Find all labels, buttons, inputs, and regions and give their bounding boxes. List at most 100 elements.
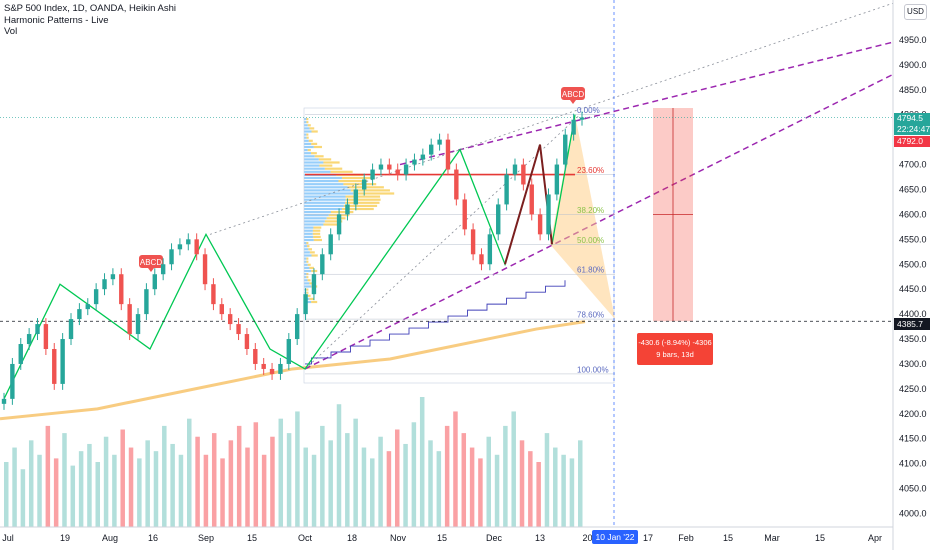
volume-bar [353, 418, 358, 527]
volume-bar [561, 454, 566, 527]
profile-bar-alt [304, 207, 343, 211]
profile-bar [306, 121, 309, 124]
profile-bar-alt [304, 136, 307, 139]
indicator-harmonic[interactable]: Harmonic Patterns - Live [4, 14, 109, 26]
profile-bar [306, 260, 309, 263]
bar-countdown: 22:24:47 [897, 124, 931, 134]
candle-body [470, 229, 476, 255]
symbol-title[interactable]: S&P 500 Index, 1D, OANDA, Heikin Ashi [4, 3, 176, 14]
candle-body [26, 334, 32, 345]
profile-bar-alt [304, 263, 308, 266]
volume-bar [428, 440, 433, 527]
profile-bar [311, 254, 318, 257]
y-tick-label: 4000.0 [899, 509, 927, 519]
x-tick-label: 19 [60, 533, 70, 543]
candle-body [370, 169, 375, 180]
crosshair-date-label: 10 Jan '22 [592, 530, 638, 544]
profile-bar-alt [304, 192, 354, 195]
profile-bar [306, 133, 309, 136]
volume-bar [137, 458, 142, 527]
profile-bar [312, 229, 321, 232]
volume-bar [112, 454, 117, 527]
fib-label: 23.60% [577, 166, 604, 175]
candle-body [93, 289, 99, 305]
pattern-tag-bg [139, 255, 163, 268]
price-axis: 4000.0 4050.0 4100.0 4150.0 4200.0 4250.0 4300… [892, 0, 932, 550]
profile-bar [319, 164, 333, 167]
candle-body [10, 363, 15, 399]
profile-bar-alt [304, 232, 313, 235]
y-tick-label: 4100.0 [899, 459, 927, 469]
currency-button[interactable]: USD [904, 4, 927, 20]
candle-body [1, 398, 7, 404]
profile-bar-alt [304, 186, 348, 189]
volume-bar [361, 447, 367, 527]
indicator-volume[interactable]: Vol [4, 26, 18, 37]
candle-body [127, 304, 132, 335]
x-tick-label: Sep [198, 533, 214, 543]
profile-bar-alt [304, 164, 320, 167]
volume-bar [403, 443, 408, 527]
candle-body [169, 249, 174, 265]
volume-bar [444, 425, 450, 527]
candle-body [60, 339, 65, 384]
volume-bar [394, 429, 400, 527]
candle-body [278, 363, 283, 374]
y-tick-label: 4250.0 [899, 384, 927, 394]
profile-bar [308, 139, 313, 142]
x-tick-label: 15 [437, 533, 447, 543]
profile-bar-alt [304, 226, 314, 229]
candle-body [378, 164, 384, 170]
profile-bar [330, 211, 354, 214]
candle-body [345, 204, 350, 215]
volume-bar [286, 433, 292, 527]
profile-bar-alt [304, 285, 312, 288]
candle-body [253, 349, 258, 364]
y-tick-label: 4150.0 [899, 434, 927, 444]
x-tick-label: 17 [643, 533, 653, 543]
profile-bar-alt [304, 204, 344, 207]
candle-body [546, 194, 551, 235]
pattern-tag: ABCD [562, 90, 584, 99]
volume-bar [37, 454, 42, 527]
profile-bar-alt [304, 198, 346, 201]
profile-bar [338, 180, 368, 183]
profile-bar-alt [304, 266, 310, 269]
y-tick-label: 4050.0 [899, 484, 927, 494]
profile-bar [324, 220, 343, 223]
candle-body [286, 339, 292, 364]
profile-bar-alt [304, 254, 312, 257]
measure-change: -430.6 (-8.94%) -4306 [638, 338, 712, 347]
profile-bar-alt [304, 223, 324, 226]
volume-bar [578, 440, 583, 527]
profile-bar-alt [304, 276, 307, 279]
volume-bar [528, 451, 533, 527]
profile-bar-alt [304, 149, 308, 152]
candle-body [395, 169, 400, 175]
fib-label: 0.00% [577, 106, 600, 115]
x-tick-label: 13 [535, 533, 545, 543]
candle-body [294, 314, 300, 340]
overlays: 0.00% 23.60% 38.20% 50.00% 61.80% 78.60% 100.0… [0, 0, 932, 527]
candle-body [462, 199, 467, 230]
profile-bar-alt [304, 235, 314, 238]
profile-bar-alt [304, 269, 312, 273]
candle-body [504, 174, 509, 205]
volume-bar [261, 454, 267, 527]
volume-bar [295, 411, 300, 527]
volume-bar [203, 454, 209, 527]
candle-body [211, 284, 216, 305]
candle-body [85, 304, 90, 310]
profile-bar-alt [304, 242, 307, 245]
candle-body [563, 134, 568, 165]
profile-bar-alt [304, 152, 312, 155]
x-tick-label: 16 [148, 533, 158, 543]
volume-bar [103, 436, 109, 527]
candle-body [186, 239, 191, 245]
volume-bar [569, 458, 575, 527]
volume-bar [494, 454, 500, 527]
candle-body [152, 274, 157, 290]
profile-bar [330, 170, 353, 173]
moving-average-line [0, 320, 586, 421]
